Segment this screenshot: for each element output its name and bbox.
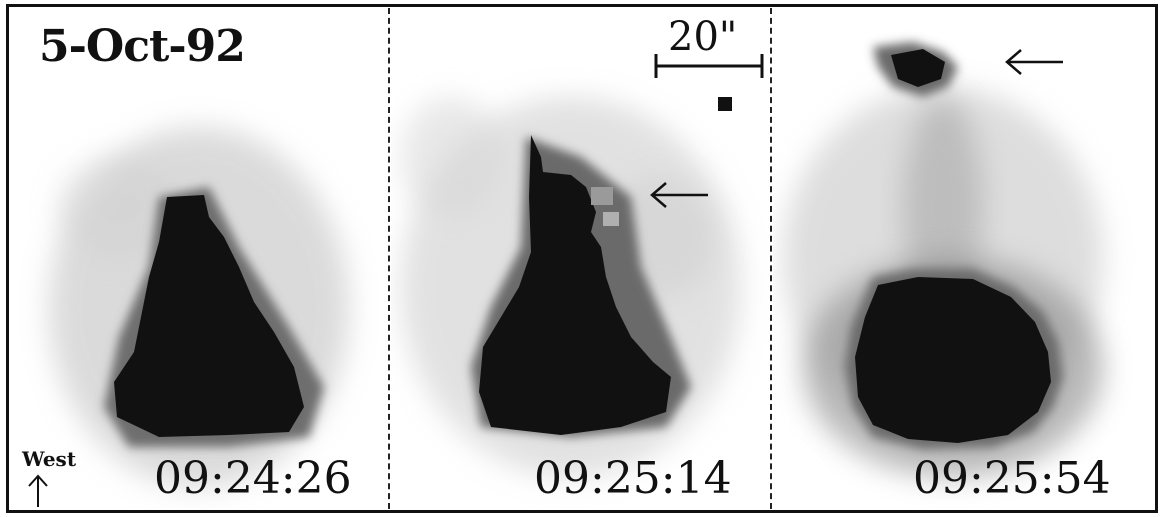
- panel-3-image: [783, 42, 1103, 477]
- up-arrow-icon: [28, 474, 48, 507]
- panel-3-time: 09:25:54: [913, 453, 1111, 504]
- reference-dot: [718, 97, 732, 111]
- date-label: 5-Oct-92: [39, 21, 246, 72]
- panel-divider-1: [388, 8, 390, 509]
- figure-frame: [6, 4, 1158, 513]
- left-arrow-icon: [650, 182, 708, 208]
- panel-2-image: [401, 97, 741, 477]
- panel-2: 09:25:14: [391, 7, 768, 510]
- panel-1-time: 09:24:26: [154, 453, 352, 504]
- scale-label: 20": [668, 14, 738, 60]
- scale-bar: [654, 54, 764, 78]
- panel-divider-2: [770, 8, 772, 509]
- panel-1-image: [49, 127, 349, 487]
- panel-3: 09:25:54: [773, 7, 1155, 510]
- left-arrow-icon: [1005, 49, 1063, 75]
- west-label: West: [22, 447, 77, 471]
- panel-2-time: 09:25:14: [534, 453, 732, 504]
- panel-1: 5-Oct-92 West 09:24:26: [9, 7, 387, 510]
